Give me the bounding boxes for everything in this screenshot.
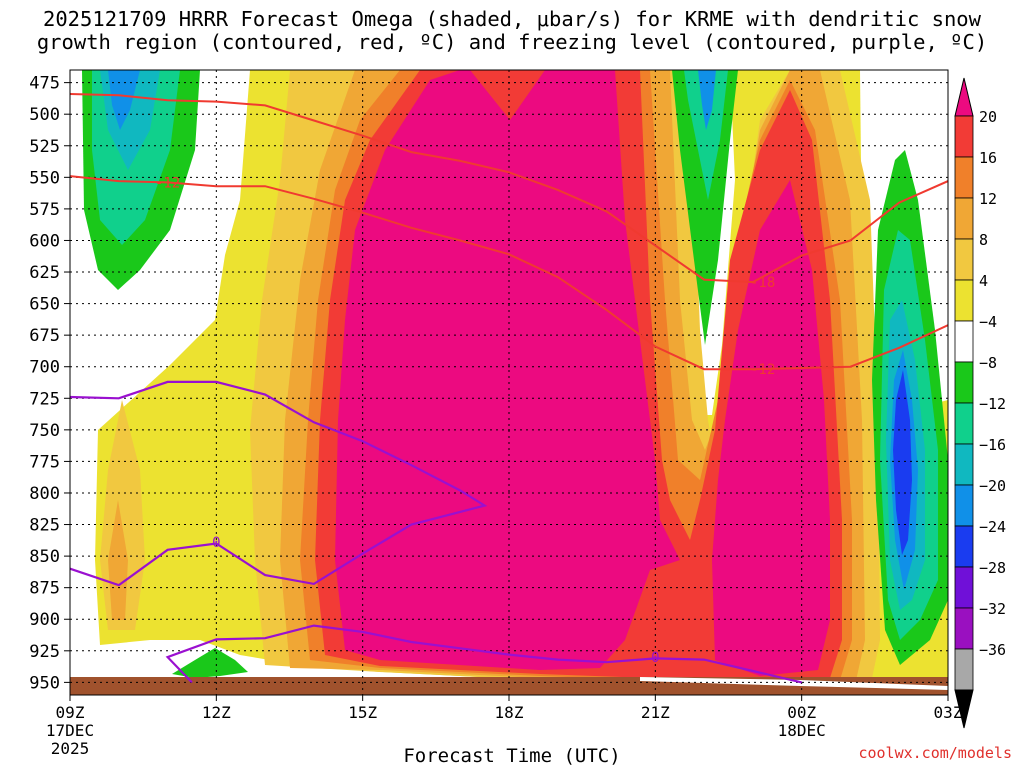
colorbar-segment	[954, 320, 974, 363]
x-tick-label: 15Z	[348, 703, 377, 722]
contour-labels: -12 -18 -12 0 0	[155, 175, 775, 666]
x-tick-date: 18DEC	[778, 721, 826, 740]
y-tick-label: 875	[29, 579, 60, 599]
y-tick-label: 700	[29, 358, 60, 378]
colorbar-label: −32	[979, 600, 1006, 618]
colorbar-segment	[954, 566, 974, 609]
colorbar-segment	[954, 402, 974, 445]
colorbar: 20 16 12 8 4 −4 −8 −12 −16 −20 −24 −28 −32 −36	[954, 77, 1006, 729]
colorbar-segment	[954, 607, 974, 650]
contour-label: 0	[212, 535, 220, 551]
x-tick-label: 12Z	[202, 703, 231, 722]
y-tick-label: 800	[29, 484, 60, 504]
y-tick-label: 850	[29, 547, 60, 567]
y-tick-label: 750	[29, 421, 60, 441]
colorbar-segment	[954, 443, 974, 486]
colorbar-label: −4	[979, 313, 997, 331]
x-axis-label: Forecast Time (UTC)	[403, 745, 621, 767]
x-tick-label: 09Z	[56, 703, 85, 722]
y-tick-label: 500	[29, 105, 60, 125]
y-tick-label: 925	[29, 642, 60, 662]
freezing-level-contour	[165, 624, 802, 684]
colorbar-label: −28	[979, 559, 1006, 577]
y-tick-label: 575	[29, 200, 60, 220]
colorbar-segment	[954, 525, 974, 568]
y-tick-label: 675	[29, 326, 60, 346]
y-tick-label: 475	[29, 74, 60, 94]
colorbar-segment	[954, 361, 974, 404]
colorbar-segment	[954, 484, 974, 527]
contour-label: -12	[750, 362, 775, 378]
colorbar-label: 4	[979, 272, 988, 290]
colorbar-label: −36	[979, 641, 1006, 659]
colorbar-segment	[954, 156, 974, 199]
freezing-level-contour	[70, 380, 488, 587]
contour-label: 0	[651, 650, 659, 666]
omega-region-above-20	[335, 70, 680, 670]
x-tick-year: 2025	[51, 739, 90, 758]
title-line-1: 2025121709 HRRR Forecast Omega (shaded, …	[43, 7, 981, 31]
omega-shading	[70, 70, 948, 695]
dgz-contour-line	[70, 93, 948, 284]
x-tick-label: 03Z	[934, 703, 963, 722]
colorbar-segment	[954, 279, 974, 322]
colorbar-label: 12	[979, 190, 997, 208]
y-axis: 475 500 525 550 575 600 625 650 675 700 725 750 775 8…	[29, 74, 70, 693]
y-tick-label: 625	[29, 263, 60, 283]
chart-title: 2025121709 HRRR Forecast Omega (shaded, …	[0, 8, 1024, 54]
contour-label: -12	[155, 175, 180, 191]
colorbar-label: −8	[979, 354, 997, 372]
y-tick-label: 550	[29, 168, 60, 188]
x-tick-date: 17DEC	[46, 721, 94, 740]
y-tick-label: 650	[29, 295, 60, 315]
y-tick-label: 825	[29, 516, 60, 536]
colorbar-label: 8	[979, 231, 988, 249]
y-tick-label: 525	[29, 137, 60, 157]
grid	[70, 70, 948, 695]
title-line-2: growth region (contoured, red, ºC) and f…	[36, 30, 988, 54]
colorbar-top-arrow	[954, 77, 974, 117]
colorbar-bottom-arrow	[954, 689, 974, 729]
colorbar-segment	[954, 648, 974, 691]
y-tick-label: 725	[29, 389, 60, 409]
contours	[70, 93, 948, 684]
colorbar-label: 16	[979, 149, 997, 167]
colorbar-label: −24	[979, 518, 1006, 536]
x-tick-label: 18Z	[495, 703, 524, 722]
y-tick-label: 600	[29, 231, 60, 251]
credit-text[interactable]: coolwx.com/models	[858, 744, 1012, 762]
colorbar-label: 20	[979, 108, 997, 126]
x-tick-label: 00Z	[787, 703, 816, 722]
y-tick-label: 775	[29, 452, 60, 472]
colorbar-label: −16	[979, 436, 1006, 454]
x-tick-label: 21Z	[641, 703, 670, 722]
colorbar-label: −12	[979, 395, 1006, 413]
colorbar-label: −20	[979, 477, 1006, 495]
colorbar-segment	[954, 238, 974, 281]
colorbar-segment	[954, 197, 974, 240]
colorbar-segment	[954, 115, 974, 158]
y-tick-label: 950	[29, 673, 60, 693]
contour-label: -18	[750, 275, 775, 291]
dgz-contour-line	[70, 175, 948, 371]
y-tick-label: 900	[29, 610, 60, 630]
